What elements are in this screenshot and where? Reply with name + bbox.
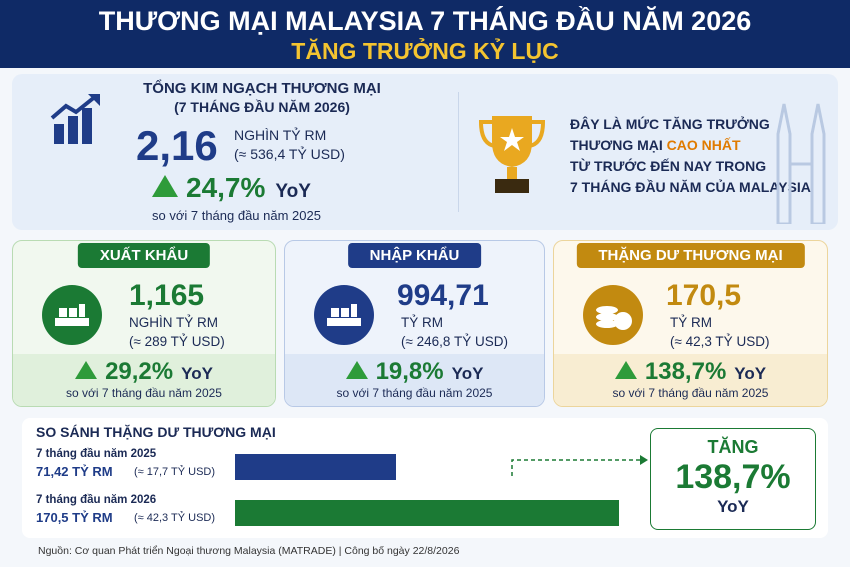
chart-icon (50, 94, 100, 144)
card-usd: (≈ 289 TỶ USD) (129, 334, 225, 349)
trophy-icon (478, 116, 546, 193)
yoy: YoY (451, 364, 484, 383)
result-value: 138,7% (675, 458, 791, 496)
up-arrow (614, 361, 637, 379)
row-value: 71,42 TỶ RM (36, 464, 113, 479)
result-title: TĂNG (707, 437, 759, 457)
highlight-text: ĐÂY LÀ MỨC TĂNG TRƯỞNG THƯƠNG MẠI CAO NH… (570, 114, 811, 198)
result-box: TĂNG 138,7% YoY (650, 428, 816, 530)
row-value: 170,5 TỶ RM (36, 510, 113, 525)
yoy: YoY (734, 364, 767, 383)
divider (458, 92, 459, 212)
up-arrow (152, 175, 178, 197)
card-note: so với 7 tháng đầu năm 2025 (66, 386, 222, 400)
bar (235, 454, 396, 480)
title: THƯƠNG MẠI MALAYSIA 7 THÁNG ĐẦU NĂM 2026 (98, 6, 752, 36)
card-unit: NGHÌN TỶ RM (129, 315, 219, 330)
growth-row: 138,7% YoY (554, 358, 827, 386)
card-value: 994,71 (397, 279, 489, 312)
card-growth: 29,2% (105, 358, 174, 385)
source: Nguồn: Cơ quan Phát triển Ngoại thương M… (38, 545, 336, 557)
subtitle: TĂNG TRƯỞNG KỶ LỤC (291, 38, 559, 64)
card-growth-band: 19,8% YoY so với 7 tháng đầu năm 2025 (285, 354, 544, 406)
card-label: NHẬP KHẨU (347, 243, 482, 268)
card-unit: TỶ RM (670, 315, 712, 330)
summary-title: TỔNG KIM NGẠCH THƯƠNG MẠI (143, 80, 381, 97)
summary-panel: TỔNG KIM NGẠCH THƯƠNG MẠI (7 THÁNG ĐẦU N… (12, 74, 838, 230)
row-period: 7 tháng đầu năm 2025 (36, 448, 157, 460)
card-growth: 138,7% (644, 358, 727, 385)
yoy: YoY (717, 497, 749, 516)
highlight-line: TỪ TRƯỚC ĐẾN NAY TRONG (570, 158, 767, 174)
card-value: 1,165 (129, 279, 205, 312)
summary-growth-row: 24,7% YoY (152, 172, 311, 204)
row-usd: (≈ 17,7 TỶ USD) (134, 466, 216, 478)
growth-row: 29,2% YoY (13, 358, 275, 386)
card-usd: (≈ 246,8 TỶ USD) (401, 334, 508, 349)
card-growth: 19,8% (375, 358, 444, 385)
summary-value: 2,16 (136, 122, 218, 169)
card-label: XUẤT KHẨU (77, 243, 211, 268)
comparison-panel: SO SÁNH THẶNG DƯ THƯƠNG MẠI 7 tháng đầu … (22, 418, 828, 538)
arrow (511, 455, 648, 476)
row-usd: (≈ 42,3 TỶ USD) (134, 512, 216, 524)
card-icon (314, 285, 374, 345)
summary-note: so với 7 tháng đầu năm 2025 (152, 208, 321, 223)
header: THƯƠNG MẠI MALAYSIA 7 THÁNG ĐẦU NĂM 2026… (0, 0, 850, 68)
summary-period: (7 THÁNG ĐẦU NĂM 2026) (174, 99, 350, 115)
card: XUẤT KHẨU 1,165 NGHÌN TỶ RM (≈ 289 TỶ USD) 2… (12, 240, 276, 407)
summary-unit: NGHÌN TỶ RM (234, 127, 327, 143)
card: NHẬP KHẨU 994,71 TỶ RM (≈ 246,8 TỶ USD) 19,8… (284, 240, 545, 407)
highlight-line: ĐÂY LÀ MỨC TĂNG TRƯỞNG (570, 116, 770, 132)
summary-usd: (≈ 536,4 TỶ USD) (234, 146, 345, 162)
up-arrow (75, 361, 98, 379)
highlight-line: 7 THÁNG ĐẦU NĂM CỦA MALAYSIA (570, 179, 811, 195)
towers-illustration (776, 103, 826, 224)
summary-growth: 24,7% (186, 172, 266, 203)
card-value: 170,5 (666, 279, 742, 312)
card-unit: TỶ RM (401, 315, 443, 330)
row-period: 7 tháng đầu năm 2026 (36, 494, 157, 506)
comparison-title: SO SÁNH THẶNG DƯ THƯƠNG MẠI (36, 424, 276, 440)
card-note: so với 7 tháng đầu năm 2025 (612, 386, 769, 400)
card-icon (583, 285, 643, 345)
up-arrow (345, 361, 368, 379)
yoy: YoY (275, 181, 311, 202)
card-label: THẶNG DƯ THƯƠNG MẠI (576, 243, 805, 268)
card-growth-band: 138,7% YoY so với 7 tháng đầu năm 2025 (554, 354, 827, 406)
yoy: YoY (181, 364, 213, 383)
highlight-line: THƯƠNG MẠI CAO NHẤT (570, 135, 811, 156)
card-usd: (≈ 42,3 TỶ USD) (670, 334, 770, 349)
card-growth-band: 29,2% YoY so với 7 tháng đầu năm 2025 (13, 354, 275, 406)
published: Công bố ngày 22/8/2026 (344, 545, 460, 557)
card: THẶNG DƯ THƯƠNG MẠI 170,5 TỶ RM (≈ 42,3 TỶ … (553, 240, 828, 407)
highlight-line: THƯƠNG MẠI (570, 137, 663, 153)
growth-row: 19,8% YoY (285, 358, 544, 386)
card-note: so với 7 tháng đầu năm 2025 (336, 386, 493, 400)
highlight-emphasis: CAO NHẤT (666, 137, 741, 153)
card-icon (42, 285, 102, 345)
bar (235, 500, 619, 526)
footer: Nguồn: Cơ quan Phát triển Ngoại thương M… (38, 545, 460, 557)
